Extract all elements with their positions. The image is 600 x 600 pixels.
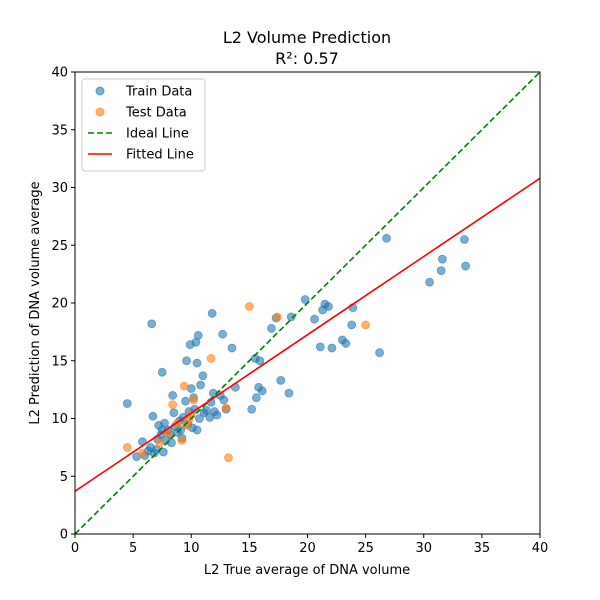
x-tick-label: 0 xyxy=(71,541,79,556)
data-point xyxy=(155,438,165,448)
data-point xyxy=(212,410,222,420)
data-point xyxy=(157,367,167,377)
data-point xyxy=(286,312,296,322)
data-point xyxy=(169,408,179,418)
y-tick-label: 0 xyxy=(60,528,68,543)
data-point xyxy=(192,425,202,435)
x-tick-label: 20 xyxy=(299,541,316,556)
data-point xyxy=(181,396,190,406)
data-point xyxy=(247,404,257,414)
legend-item: Ideal Line xyxy=(88,127,189,142)
data-point xyxy=(327,343,337,353)
data-point xyxy=(192,358,202,368)
data-point xyxy=(147,319,157,329)
legend-label: Fitted Line xyxy=(126,148,194,163)
y-axis-label: L2 Prediction of DNA volume average xyxy=(28,181,43,424)
data-point xyxy=(276,375,286,385)
x-tick-label: 35 xyxy=(474,541,491,556)
data-point xyxy=(437,254,447,264)
data-point xyxy=(267,324,276,333)
data-point xyxy=(257,386,267,396)
y-axis: 0 5 10 15 20 25 30 35 40 xyxy=(51,66,75,543)
data-point xyxy=(221,403,231,413)
data-point xyxy=(207,308,217,318)
y-tick-label: 10 xyxy=(51,412,68,427)
x-tick-label: 40 xyxy=(532,541,549,556)
legend-marker xyxy=(95,86,105,96)
data-point xyxy=(315,342,325,352)
data-point xyxy=(219,395,229,405)
data-point xyxy=(193,330,203,340)
x-axis-label: L2 True average of DNA volume xyxy=(204,563,410,578)
data-point xyxy=(436,266,446,276)
fitted-line xyxy=(75,177,540,492)
data-point xyxy=(255,356,265,366)
data-point xyxy=(167,438,176,448)
ideal-line xyxy=(75,72,540,534)
y-tick-label: 30 xyxy=(51,181,68,196)
series-train-data xyxy=(122,233,471,462)
x-tick-label: 10 xyxy=(183,541,200,556)
legend-label: Ideal Line xyxy=(126,127,189,142)
data-point xyxy=(324,302,333,311)
data-point xyxy=(148,411,158,421)
data-point xyxy=(251,393,261,403)
data-point xyxy=(224,453,233,463)
data-point xyxy=(198,371,208,381)
data-point xyxy=(206,354,216,363)
x-axis: 0 5 10 15 20 25 30 35 40 xyxy=(71,534,548,556)
legend-label: Train Data xyxy=(125,85,192,100)
data-point xyxy=(179,381,189,391)
data-point xyxy=(122,442,132,452)
data-point xyxy=(227,343,237,353)
x-tick-label: 15 xyxy=(241,541,258,556)
y-tick-label: 35 xyxy=(51,123,68,138)
data-point xyxy=(284,388,294,398)
data-point xyxy=(272,312,282,322)
data-point xyxy=(158,447,168,457)
data-point xyxy=(218,329,228,339)
plot-area xyxy=(74,71,541,535)
legend-box xyxy=(81,78,206,172)
data-point xyxy=(194,414,204,423)
data-point xyxy=(138,448,147,458)
y-tick-label: 15 xyxy=(51,354,68,369)
data-point xyxy=(425,277,434,287)
data-point xyxy=(182,356,192,366)
data-point xyxy=(341,339,351,348)
legend: Train Data Test Data Ideal Line Fitted Line xyxy=(81,78,206,172)
data-point xyxy=(196,380,205,390)
data-point xyxy=(122,399,132,408)
data-point xyxy=(361,320,371,330)
y-tick-label: 20 xyxy=(51,297,68,312)
data-point xyxy=(168,390,178,400)
data-point xyxy=(160,418,169,428)
data-point xyxy=(177,436,187,445)
y-tick-label: 40 xyxy=(51,66,68,81)
data-point xyxy=(168,400,178,410)
chart-subtitle: R²: 0.57 xyxy=(275,49,339,68)
legend-item: Train Data xyxy=(95,85,192,100)
legend-item: Test Data xyxy=(95,106,187,121)
y-tick-label: 5 xyxy=(60,470,68,485)
data-point xyxy=(310,314,319,324)
x-tick-label: 30 xyxy=(415,541,432,556)
data-point xyxy=(347,320,357,330)
data-point xyxy=(460,235,469,244)
data-point xyxy=(244,302,254,311)
x-tick-label: 5 xyxy=(129,541,137,556)
legend-item: Fitted Line xyxy=(88,148,194,163)
data-point xyxy=(382,233,391,243)
plot-marks xyxy=(75,72,540,534)
data-point xyxy=(300,295,310,304)
data-point xyxy=(189,395,198,405)
y-tick-label: 25 xyxy=(51,239,68,254)
data-point xyxy=(375,348,384,358)
legend-label: Test Data xyxy=(125,106,187,121)
chart-title: L2 Volume Prediction xyxy=(223,28,391,47)
legend-marker xyxy=(95,107,105,117)
data-point xyxy=(461,261,471,271)
x-tick-label: 25 xyxy=(357,541,374,556)
